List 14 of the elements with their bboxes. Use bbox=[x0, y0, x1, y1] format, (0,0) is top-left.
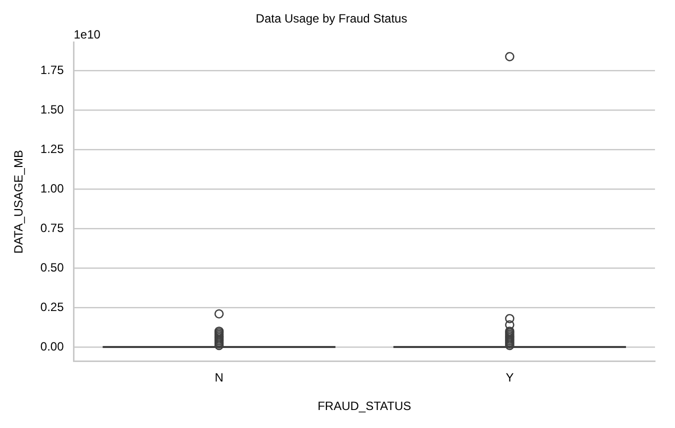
y-tick-label: 1.25 bbox=[40, 142, 64, 156]
x-tick-label: Y bbox=[506, 370, 514, 385]
y-tick-label: 0.75 bbox=[40, 220, 64, 235]
x-axis-title: FRAUD_STATUS bbox=[318, 399, 412, 414]
chart-title: Data Usage by Fraud Status bbox=[256, 12, 408, 26]
y-tick-label: 0.25 bbox=[40, 300, 64, 314]
y-tick-label: 0.00 bbox=[40, 339, 64, 354]
y-tick-label: 0.50 bbox=[40, 260, 64, 274]
text: 1e10 bbox=[74, 28, 101, 42]
y-tick-label: 1.75 bbox=[40, 63, 64, 78]
y-axis-title: DATA_USAGE_MB bbox=[12, 150, 26, 254]
y-tick-label: 1.00 bbox=[40, 181, 64, 196]
x-tick-label: N bbox=[214, 370, 224, 385]
y-tick-label: 1.50 bbox=[40, 102, 64, 117]
